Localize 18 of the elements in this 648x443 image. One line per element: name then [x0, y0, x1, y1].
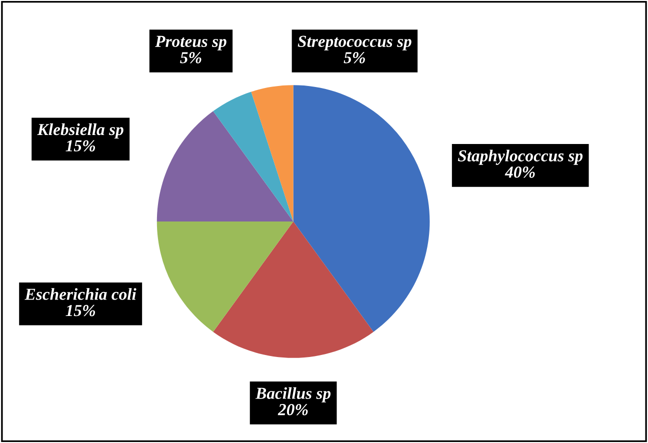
pie-slice — [213, 92, 294, 222]
slice-label: Escherichia coli — [24, 288, 136, 300]
pie-slice — [156, 111, 294, 222]
data-label: 20% — [278, 404, 308, 416]
pie-slice — [156, 222, 294, 332]
data-label: 15% — [66, 140, 96, 152]
slice-label: Staphylococcus sp — [458, 150, 583, 165]
data-label: 5% — [180, 52, 202, 64]
data-label: 15% — [66, 304, 96, 316]
pie-slice — [293, 85, 430, 332]
slice-label: Klebsiella sp — [37, 123, 124, 139]
slice-label: Bacillus sp — [255, 387, 331, 402]
data-label: 5% — [344, 52, 365, 64]
pie-slice — [251, 85, 294, 222]
slice-label: Proteus sp — [155, 36, 226, 50]
slice-label: Streptococcus sp — [298, 36, 412, 50]
data-label: 40% — [504, 166, 535, 178]
pie-slice — [213, 222, 374, 358]
